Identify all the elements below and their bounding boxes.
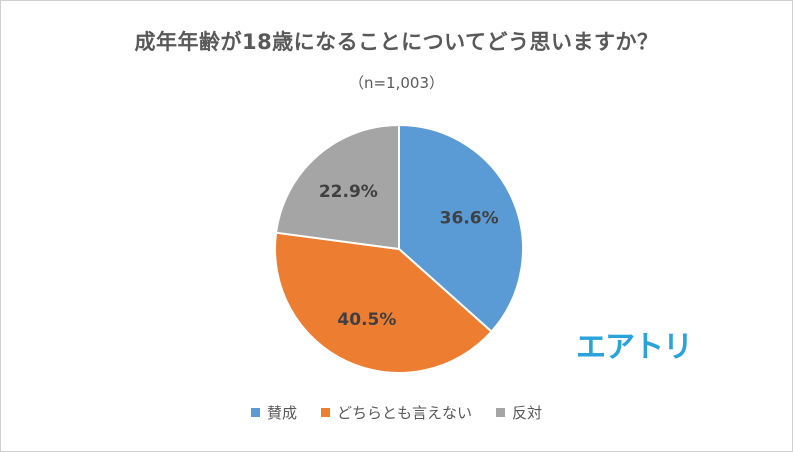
legend-swatch-disagree bbox=[496, 408, 505, 417]
chart-legend: 賛成 どちらとも言えない 反対 bbox=[0, 402, 793, 423]
data-label-neutral: 40.5% bbox=[337, 310, 396, 330]
legend-label-agree: 賛成 bbox=[266, 404, 297, 422]
pie-slice-neutral bbox=[274, 231, 493, 374]
data-label-agree: 36.6% bbox=[440, 209, 499, 229]
chart-title: 成年年齢が18歳になることについてどう思いますか？ bbox=[134, 30, 659, 54]
legend-item-disagree: 反対 bbox=[496, 402, 542, 423]
pie-slice-disagree bbox=[274, 123, 400, 251]
airtrip-logo: エアトリ bbox=[576, 330, 693, 365]
legend-item-agree: 賛成 bbox=[250, 402, 297, 423]
legend-swatch-agree bbox=[250, 408, 260, 417]
legend-item-neutral: どちらとも言えない bbox=[320, 402, 472, 423]
legend-label-disagree: 反対 bbox=[512, 404, 543, 422]
legend-swatch-neutral bbox=[320, 408, 330, 417]
pie-slice-agree bbox=[398, 123, 524, 333]
data-label-disagree: 22.9% bbox=[319, 182, 378, 202]
legend-label-neutral: どちらとも言えない bbox=[336, 404, 472, 422]
chart-subtitle: （n=1,003） bbox=[348, 74, 445, 92]
